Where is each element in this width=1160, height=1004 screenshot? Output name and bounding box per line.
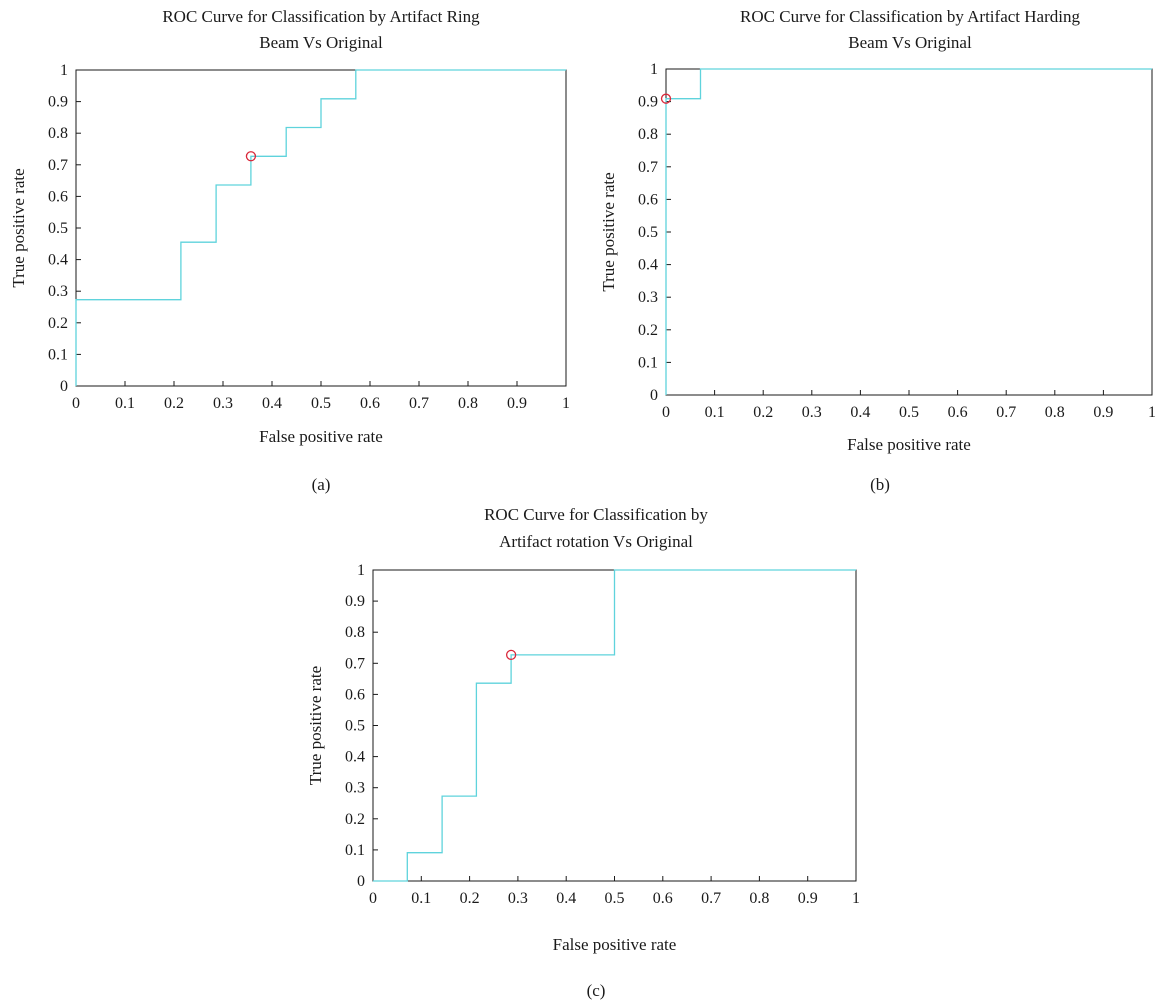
roc-curve-line bbox=[75, 69, 566, 386]
plot-frame bbox=[665, 68, 1153, 396]
x-tick-label: 0.1 bbox=[411, 890, 431, 907]
y-tick-label: 0.5 bbox=[48, 220, 68, 237]
x-tick-label: 0.7 bbox=[409, 395, 429, 412]
x-tick-label: 0.5 bbox=[311, 395, 331, 412]
y-tick-label: 0.1 bbox=[638, 354, 658, 371]
y-tick-label: 0.2 bbox=[48, 315, 68, 332]
y-tick-label: 0.5 bbox=[638, 224, 658, 241]
y-tick-label: 1 bbox=[357, 562, 365, 579]
x-tick-label: 0 bbox=[369, 890, 377, 907]
panel-a-roc-ring-beam: ROC Curve for Classification by Artifact… bbox=[9, 7, 570, 494]
y-tick-label: 0.7 bbox=[48, 157, 68, 174]
x-tick-label: 0.4 bbox=[850, 404, 870, 421]
chart-title-line: Beam Vs Original bbox=[848, 33, 972, 52]
x-tick-label: 0.3 bbox=[802, 404, 822, 421]
x-tick-label: 1 bbox=[562, 395, 570, 412]
x-tick-label: 0.8 bbox=[1045, 404, 1065, 421]
panel-caption: (a) bbox=[312, 475, 331, 494]
x-tick-label: 0.3 bbox=[213, 395, 233, 412]
x-tick-label: 1 bbox=[852, 890, 860, 907]
y-tick-label: 1 bbox=[650, 61, 658, 78]
x-tick-label: 0.6 bbox=[948, 404, 968, 421]
x-tick-label: 0.8 bbox=[749, 890, 769, 907]
panel-b-roc-harding-beam: ROC Curve for Classification by Artifact… bbox=[599, 7, 1156, 494]
y-tick-label: 0.1 bbox=[48, 346, 68, 363]
y-tick-label: 0.4 bbox=[638, 257, 658, 274]
y-tick-label: 0.6 bbox=[345, 686, 365, 703]
x-tick-label: 0.2 bbox=[460, 890, 480, 907]
y-tick-label: 1 bbox=[60, 62, 68, 79]
y-axis-label: True positive rate bbox=[599, 172, 618, 291]
x-tick-label: 0 bbox=[72, 395, 80, 412]
x-tick-label: 0.2 bbox=[753, 404, 773, 421]
y-tick-label: 0 bbox=[650, 387, 658, 404]
x-axis-label: False positive rate bbox=[259, 427, 383, 446]
y-tick-label: 0.1 bbox=[345, 842, 365, 859]
operating-point-marker bbox=[660, 93, 672, 104]
panel-caption: (c) bbox=[587, 981, 606, 1000]
roc-curve-line bbox=[665, 68, 1152, 395]
x-tick-label: 0.9 bbox=[507, 395, 527, 412]
y-tick-label: 0.5 bbox=[345, 718, 365, 735]
y-tick-label: 0.8 bbox=[638, 126, 658, 143]
x-axis-label: False positive rate bbox=[553, 935, 677, 954]
x-tick-label: 0.8 bbox=[458, 395, 478, 412]
x-tick-label: 0.3 bbox=[508, 890, 528, 907]
y-tick-label: 0.6 bbox=[638, 191, 658, 208]
y-tick-label: 0.8 bbox=[48, 125, 68, 142]
x-tick-label: 0.7 bbox=[996, 404, 1016, 421]
y-tick-label: 0.8 bbox=[345, 624, 365, 641]
y-tick-label: 0.2 bbox=[345, 811, 365, 828]
y-tick-label: 0.3 bbox=[48, 283, 68, 300]
x-tick-label: 0.4 bbox=[262, 395, 282, 412]
x-tick-label: 0.6 bbox=[360, 395, 380, 412]
panel-c-roc-rotation: ROC Curve for Classification by Artifact … bbox=[306, 505, 860, 1000]
y-tick-label: 0.9 bbox=[345, 593, 365, 610]
x-tick-label: 0.6 bbox=[653, 890, 673, 907]
x-axis-label: False positive rate bbox=[847, 435, 971, 454]
x-tick-label: 0.5 bbox=[899, 404, 919, 421]
y-tick-label: 0.3 bbox=[345, 780, 365, 797]
chart-title-line: Artifact rotation Vs Original bbox=[499, 532, 693, 551]
x-tick-label: 0.9 bbox=[798, 890, 818, 907]
y-tick-label: 0.2 bbox=[638, 322, 658, 339]
y-tick-label: 0.7 bbox=[345, 655, 365, 672]
chart-title-line: Beam Vs Original bbox=[259, 33, 383, 52]
chart-title-line: ROC Curve for Classification by Artifact… bbox=[740, 7, 1080, 26]
x-tick-label: 0.5 bbox=[605, 890, 625, 907]
roc-curve-line bbox=[373, 569, 856, 882]
y-tick-label: 0.7 bbox=[638, 159, 658, 176]
panel-caption: (b) bbox=[870, 475, 890, 494]
y-tick-label: 0 bbox=[357, 873, 365, 890]
y-tick-label: 0.6 bbox=[48, 188, 68, 205]
x-tick-label: 1 bbox=[1148, 404, 1156, 421]
y-axis-label: True positive rate bbox=[9, 168, 28, 287]
operating-point-marker bbox=[505, 649, 517, 661]
y-tick-label: 0.4 bbox=[345, 749, 365, 766]
x-tick-label: 0 bbox=[662, 404, 670, 421]
y-tick-label: 0.3 bbox=[638, 289, 658, 306]
x-tick-label: 0.4 bbox=[556, 890, 576, 907]
y-tick-label: 0.9 bbox=[638, 94, 658, 111]
y-tick-label: 0 bbox=[60, 378, 68, 395]
x-tick-label: 0.9 bbox=[1093, 404, 1113, 421]
y-axis-label: True positive rate bbox=[306, 666, 325, 785]
x-tick-label: 0.1 bbox=[115, 395, 135, 412]
y-tick-label: 0.9 bbox=[48, 94, 68, 111]
x-tick-label: 0.7 bbox=[701, 890, 721, 907]
x-tick-label: 0.2 bbox=[164, 395, 184, 412]
x-tick-label: 0.1 bbox=[705, 404, 725, 421]
y-tick-label: 0.4 bbox=[48, 252, 68, 269]
chart-title-line: ROC Curve for Classification by Artifact… bbox=[162, 7, 480, 26]
operating-point-marker bbox=[245, 151, 257, 162]
chart-title-line: ROC Curve for Classification by bbox=[484, 505, 708, 524]
